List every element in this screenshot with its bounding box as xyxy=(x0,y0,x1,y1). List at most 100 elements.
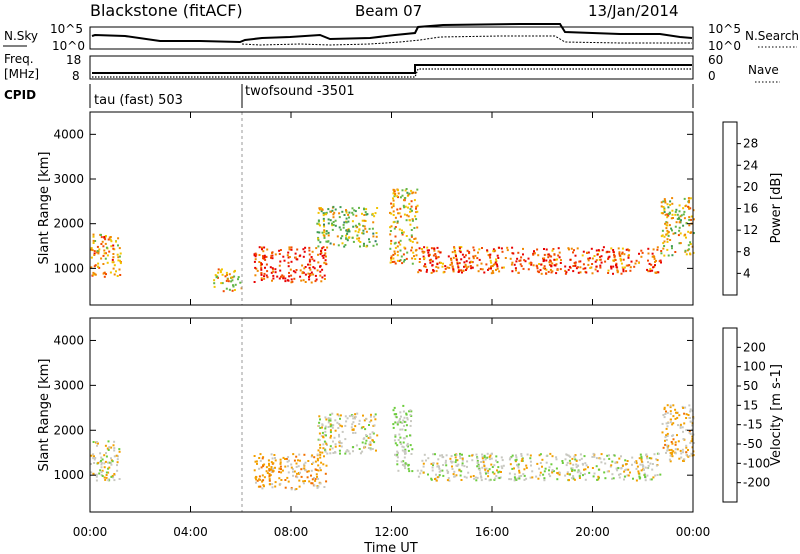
echo-cell xyxy=(575,463,578,466)
echo-cell xyxy=(638,457,641,460)
echo-cell xyxy=(515,456,518,459)
echo-cell xyxy=(408,219,411,222)
echo-cell xyxy=(404,448,407,451)
echo-cell xyxy=(455,257,458,260)
echo-cell xyxy=(688,224,691,227)
echo-cell xyxy=(543,248,545,250)
echo-cell xyxy=(585,271,588,274)
echo-cell xyxy=(288,271,290,274)
echo-cell xyxy=(613,259,615,262)
echo-cell xyxy=(402,231,405,234)
echo-cell xyxy=(623,478,625,481)
echo-cell xyxy=(331,412,334,415)
echo-cell xyxy=(523,259,526,262)
echo-cell xyxy=(436,246,439,249)
echo-cell xyxy=(295,455,298,458)
echo-cell xyxy=(663,198,666,201)
echo-cell xyxy=(543,265,546,268)
echo-cell xyxy=(687,414,690,416)
echo-cell xyxy=(394,192,397,195)
time-axis-label: Time UT xyxy=(363,541,417,554)
echo-cell xyxy=(390,202,393,205)
echo-cell xyxy=(104,235,107,238)
echo-cell xyxy=(497,471,500,474)
echo-cell xyxy=(338,423,341,425)
echo-cell xyxy=(274,485,277,488)
echo-cell xyxy=(390,257,393,259)
echo-cell xyxy=(672,415,675,418)
power-echo-region xyxy=(389,188,419,265)
echo-cell xyxy=(329,219,332,222)
echo-cell xyxy=(674,408,677,411)
echo-cell xyxy=(668,458,671,461)
echo-cell xyxy=(445,454,448,457)
echo-cell xyxy=(547,270,550,273)
echo-cell xyxy=(322,212,325,215)
colorbar-tick-label: -200 xyxy=(743,476,770,490)
echo-cell xyxy=(342,226,345,229)
echo-cell xyxy=(413,238,416,240)
echo-cell xyxy=(313,484,316,487)
echo-cell xyxy=(396,453,399,456)
echo-cell xyxy=(432,462,435,465)
echo-cell xyxy=(442,474,445,477)
echo-cell xyxy=(685,429,688,432)
echo-cell xyxy=(666,232,669,235)
echo-cell xyxy=(314,280,317,283)
echo-cell xyxy=(327,222,330,225)
echo-cell xyxy=(318,415,321,418)
echo-cell xyxy=(647,464,650,467)
echo-cell xyxy=(486,456,489,459)
echo-cell xyxy=(604,477,607,480)
echo-cell xyxy=(459,452,461,455)
echo-cell xyxy=(450,261,453,264)
echo-cell xyxy=(397,212,400,215)
echo-cell xyxy=(410,200,413,203)
echo-cell xyxy=(112,253,115,255)
echo-cell xyxy=(619,473,622,475)
echo-cell xyxy=(498,470,501,473)
echo-cell xyxy=(411,209,413,212)
cpid-mode-1: tau (fast) 503 xyxy=(94,93,183,108)
echo-cell xyxy=(539,474,542,477)
echo-cell xyxy=(536,248,539,251)
echo-cell xyxy=(464,263,467,266)
echo-cell xyxy=(618,457,621,460)
echo-cell xyxy=(274,268,277,271)
echo-cell xyxy=(438,261,441,264)
echo-cell xyxy=(396,208,399,211)
echo-cell xyxy=(95,251,98,254)
y-tick-label: 3000 xyxy=(53,172,84,186)
echo-cell xyxy=(304,281,307,283)
echo-cell xyxy=(317,469,320,472)
echo-cell xyxy=(568,459,571,462)
echo-cell xyxy=(635,479,638,482)
echo-cell xyxy=(270,271,273,274)
echo-cell xyxy=(300,468,303,471)
echo-cell xyxy=(364,227,367,230)
echo-cell xyxy=(472,475,475,477)
cpid-panel: CPID tau (fast) 503 twofsound -3501 xyxy=(4,84,694,108)
echo-cell xyxy=(458,270,461,273)
echo-cell xyxy=(669,212,671,215)
echo-cell xyxy=(639,453,642,456)
echo-cell xyxy=(444,267,447,270)
echo-cell xyxy=(504,257,507,259)
echo-cell xyxy=(406,194,409,197)
echo-cell xyxy=(670,441,673,443)
echo-cell xyxy=(392,197,394,200)
echo-cell xyxy=(594,268,597,271)
echo-cell xyxy=(452,473,455,476)
echo-cell xyxy=(620,455,622,458)
echo-cell xyxy=(664,413,667,415)
echo-cell xyxy=(688,199,690,202)
echo-cell xyxy=(550,463,553,466)
echo-cell xyxy=(480,476,483,479)
echo-cell xyxy=(323,231,326,234)
echo-cell xyxy=(450,259,453,261)
echo-cell xyxy=(266,276,269,279)
echo-cell xyxy=(616,269,619,272)
echo-cell xyxy=(595,249,598,252)
echo-cell xyxy=(104,257,107,260)
echo-cell xyxy=(536,265,539,268)
